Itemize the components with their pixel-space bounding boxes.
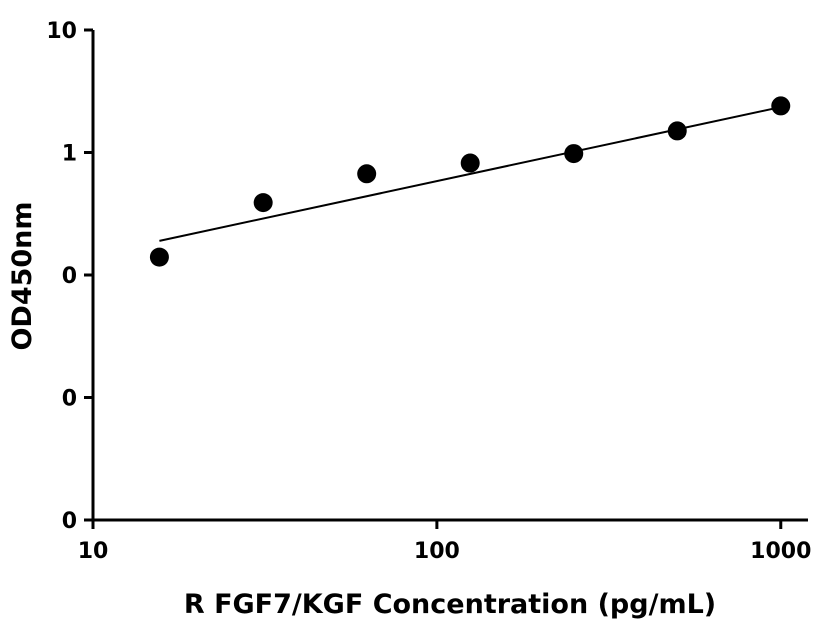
- y-tick-label: 10: [46, 19, 77, 44]
- x-tick-label: 1000: [750, 539, 811, 564]
- x-axis-title: R FGF7/KGF Concentration (pg/mL): [184, 589, 716, 620]
- y-tick-label: 1: [62, 142, 77, 167]
- x-tick-label: 10: [78, 539, 109, 564]
- data-point: [253, 193, 273, 213]
- data-point: [357, 164, 377, 184]
- y-axis-title: OD450nm: [7, 201, 38, 350]
- data-point: [460, 153, 480, 173]
- plot-area: [149, 96, 791, 267]
- y-tick-label: 0: [62, 264, 77, 289]
- x-tick-label: 100: [414, 539, 460, 564]
- data-point: [667, 121, 687, 141]
- data-point: [149, 247, 169, 267]
- axes: 10 100 1000 0 0 0 1 10: [46, 19, 811, 564]
- data-point: [771, 96, 791, 116]
- y-tick-label: 0: [62, 509, 77, 534]
- y-tick-label: 0: [62, 387, 77, 412]
- data-point: [564, 144, 584, 164]
- fit-line: [159, 106, 781, 242]
